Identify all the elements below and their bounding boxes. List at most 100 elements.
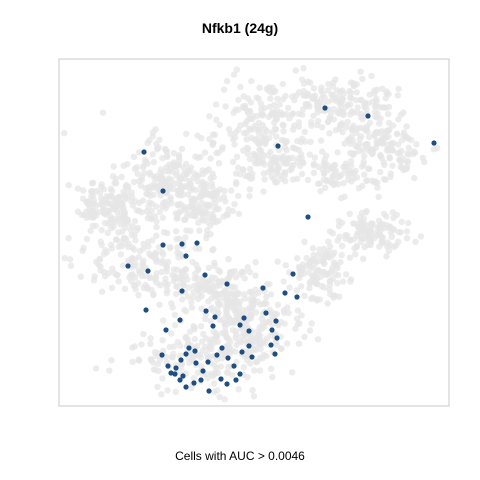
background-cell-point [381, 104, 388, 111]
background-cell-point [170, 150, 178, 157]
background-cell-point [136, 247, 144, 255]
background-cell-point [240, 93, 247, 100]
background-cell-point [352, 142, 359, 150]
background-cell-point [279, 111, 286, 118]
background-cell-point [215, 160, 223, 167]
background-cell-point [280, 128, 287, 135]
background-cell-point [153, 232, 160, 239]
background-cell-point [152, 173, 159, 180]
background-cell-point [98, 226, 105, 234]
background-cell-point [216, 393, 223, 401]
background-cell-point [159, 214, 166, 221]
background-cell-point [353, 89, 360, 96]
background-cell-point [417, 233, 425, 240]
background-cell-point [379, 234, 386, 241]
background-cell-point [178, 175, 185, 182]
background-cell-point [257, 345, 264, 353]
background-cell-point [381, 161, 388, 169]
background-cell-point [203, 168, 210, 175]
highlighted-cell-point [163, 327, 169, 333]
background-cell-point [226, 316, 233, 323]
background-cell-point [231, 141, 238, 148]
background-cell-point [182, 234, 189, 241]
background-cell-point [225, 256, 232, 263]
background-cell-point [74, 185, 82, 192]
background-cell-point [108, 284, 116, 292]
background-cell-point [385, 247, 393, 255]
background-cell-point [237, 83, 244, 91]
background-cell-point [179, 202, 186, 209]
background-cell-point [77, 273, 85, 280]
background-cell-point [240, 103, 247, 110]
background-cell-point [201, 204, 209, 211]
background-cell-point [297, 162, 304, 170]
background-cell-point [173, 172, 180, 179]
background-cell-point [263, 352, 270, 360]
background-cell-point [121, 240, 128, 248]
background-cell-point [304, 262, 311, 269]
background-cell-point [351, 220, 359, 227]
background-cell-point [220, 86, 228, 93]
background-cell-point [180, 216, 188, 223]
background-cell-point [105, 199, 112, 207]
background-cell-point [213, 387, 221, 394]
highlighted-cell-point [218, 376, 224, 382]
background-cell-point [225, 126, 233, 133]
background-cell-point [274, 301, 282, 308]
background-cell-point [191, 326, 198, 333]
background-cell-point [188, 186, 195, 194]
highlighted-cell-point [305, 214, 311, 220]
background-cell-point [135, 254, 143, 261]
background-cell-point [334, 237, 341, 244]
highlighted-cell-point [198, 377, 204, 383]
background-cell-point [310, 112, 317, 120]
background-cell-point [206, 113, 213, 120]
background-cell-point [283, 340, 291, 347]
background-cell-point [347, 149, 354, 157]
background-cell-point [174, 338, 181, 346]
background-cell-point [235, 126, 242, 133]
background-cell-point [78, 211, 86, 218]
highlighted-cell-point [183, 384, 189, 390]
background-cell-point [386, 242, 394, 249]
background-cell-point [322, 184, 329, 191]
background-cell-point [241, 295, 248, 302]
background-cell-point [138, 173, 146, 181]
background-cell-point [313, 280, 321, 288]
background-cell-point [395, 228, 402, 236]
background-cell-point [131, 343, 138, 350]
highlighted-cell-point [173, 365, 179, 371]
background-cell-point [296, 274, 303, 281]
background-cell-point [265, 318, 273, 325]
background-cell-point [86, 197, 93, 205]
background-cell-point [238, 268, 246, 275]
background-cell-point [298, 312, 305, 319]
background-cell-point [346, 94, 354, 101]
background-cell-point [190, 293, 197, 301]
background-cell-point [282, 92, 289, 100]
background-cell-point [284, 304, 291, 311]
background-cell-point [346, 254, 354, 261]
background-cell-point [145, 243, 152, 250]
background-cell-point [219, 330, 226, 337]
background-cell-point [210, 380, 218, 387]
background-cell-point [405, 219, 412, 227]
background-cell-point [339, 278, 347, 285]
background-cell-point [196, 227, 203, 234]
background-cell-point [348, 158, 355, 165]
background-cell-point [121, 285, 129, 293]
background-cell-point [153, 146, 161, 153]
background-cell-point [150, 291, 157, 298]
background-cell-point [101, 219, 109, 227]
background-cell-point [124, 257, 132, 264]
background-cell-point [128, 193, 136, 201]
background-cell-point [155, 367, 162, 375]
highlighted-cell-point [178, 357, 184, 363]
background-cell-point [147, 171, 154, 178]
background-cell-point [242, 172, 249, 179]
background-cell-point [234, 289, 241, 296]
background-cell-point [405, 144, 412, 151]
background-cell-point [231, 201, 238, 208]
background-cell-point [266, 281, 273, 288]
